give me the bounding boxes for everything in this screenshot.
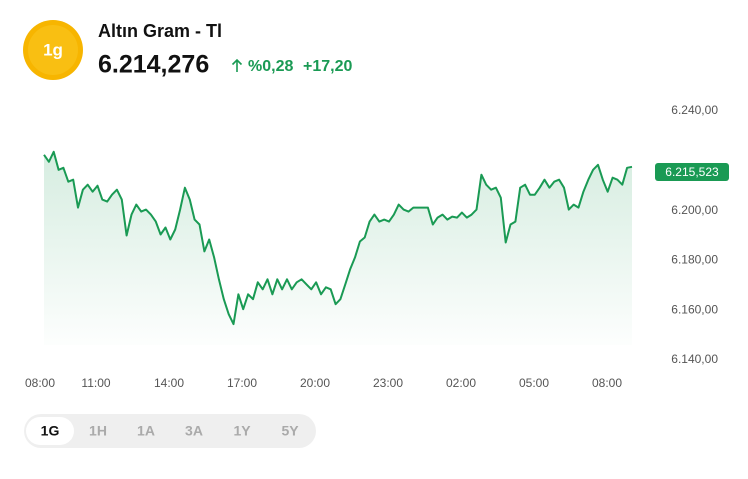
- range-selected[interactable]: [26, 417, 74, 445]
- x-tick-label: 14:00: [154, 376, 184, 390]
- x-tick-label: 17:00: [227, 376, 257, 390]
- x-tick-label: 08:00: [25, 376, 55, 390]
- x-tick-label: 11:00: [81, 376, 110, 390]
- area: [44, 151, 632, 345]
- last-value-badge: [655, 162, 729, 181]
- range-button[interactable]: 3A: [185, 423, 203, 439]
- line: [43, 150, 633, 326]
- x-tick-label: 23:00: [373, 376, 403, 390]
- range-button[interactable]: 1A: [137, 423, 155, 439]
- y-tick-label: 6.180,00: [671, 253, 718, 267]
- change-percent: %0,28: [248, 58, 293, 75]
- title: Altın Gram - Tl: [98, 21, 222, 41]
- last-value-label: 6.215,523: [665, 165, 719, 179]
- change: +17,20: [303, 58, 352, 75]
- price: 6.214,276: [98, 51, 209, 79]
- up-arrow: [231, 58, 243, 72]
- range-bar: [24, 414, 316, 448]
- x-tick-label: 02:00: [446, 376, 476, 390]
- icon-text: 1g: [43, 40, 63, 59]
- range-button[interactable]: 1G: [41, 423, 60, 439]
- y-tick-label: 6.160,00: [671, 302, 718, 316]
- x-tick-label: 08:00: [592, 376, 622, 390]
- range-button[interactable]: 5Y: [281, 423, 299, 439]
- range-button[interactable]: 1Y: [233, 423, 251, 439]
- y-tick-label: 6.200,00: [671, 203, 718, 217]
- y-tick-label: 6.140,00: [671, 352, 718, 366]
- range-button[interactable]: 1H: [89, 423, 107, 439]
- y-tick-label: 6.240,00: [671, 103, 718, 117]
- icon-inner: [28, 25, 78, 75]
- x-tick-label: 05:00: [519, 376, 549, 390]
- x-tick-label: 20:00: [300, 376, 330, 390]
